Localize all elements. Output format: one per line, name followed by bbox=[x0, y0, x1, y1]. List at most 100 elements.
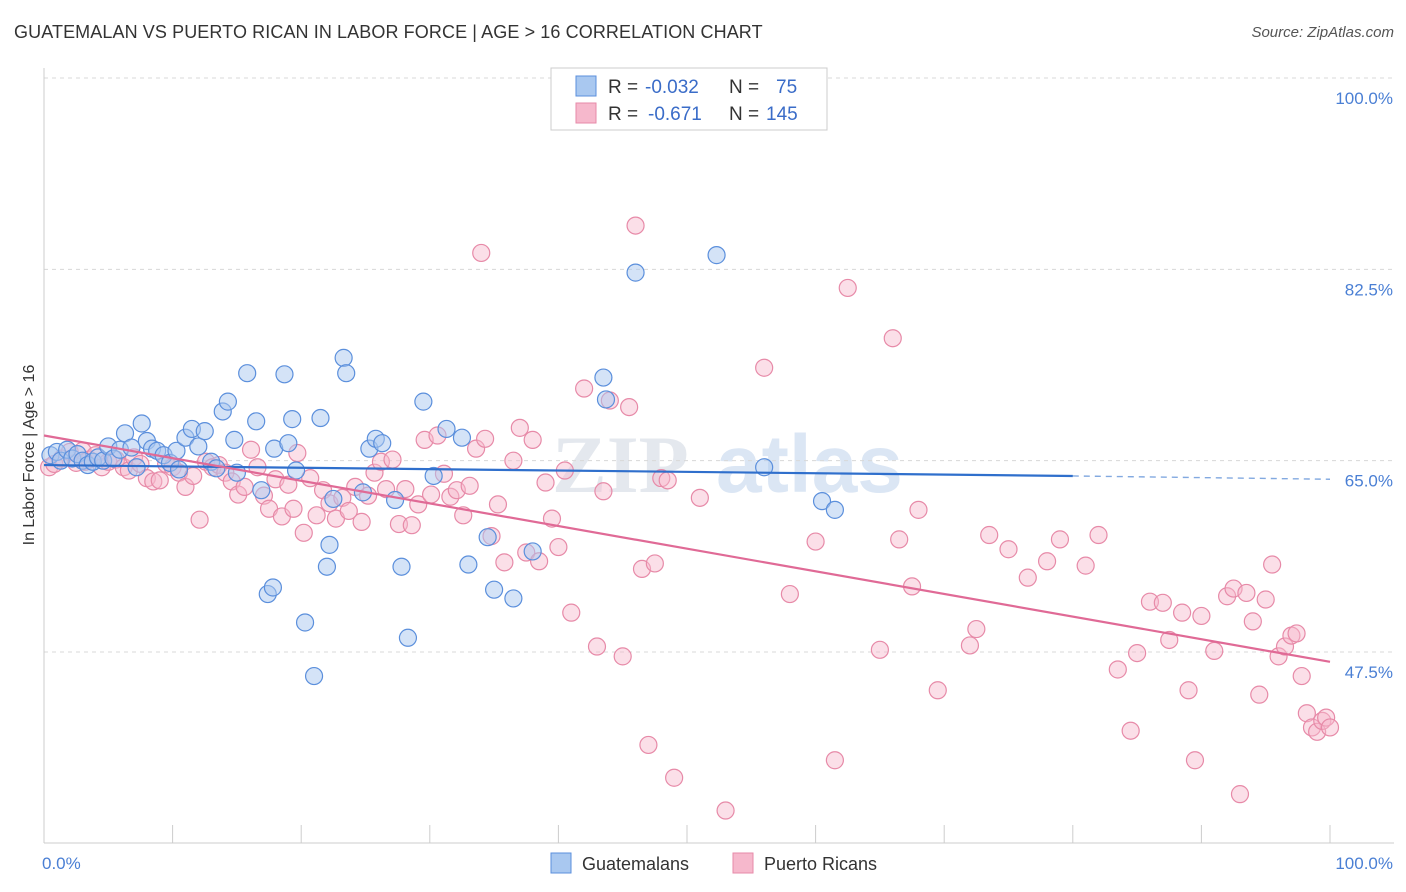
guatemalan-point bbox=[295, 613, 315, 632]
puerto-rican-point bbox=[475, 429, 495, 448]
guatemalan-point bbox=[218, 392, 237, 411]
puerto-rican-point bbox=[890, 530, 909, 549]
guatemalan-point bbox=[324, 489, 343, 509]
puerto-rican-point bbox=[587, 637, 607, 656]
puerto-rican-point bbox=[806, 532, 825, 551]
puerto-rican-point bbox=[383, 450, 402, 469]
guatemalan-point bbox=[207, 459, 226, 478]
puerto-rican-point bbox=[626, 216, 645, 235]
guatemalan-point bbox=[825, 500, 844, 519]
correlation-legend: R = -0.032 N = 75 R = -0.671 N = 145 bbox=[550, 67, 828, 131]
puerto-rican-point bbox=[1205, 641, 1224, 661]
y-tick-label: 47.5% bbox=[1345, 663, 1393, 682]
puerto-rican-point bbox=[279, 475, 298, 494]
guatemalan-point bbox=[485, 580, 504, 599]
watermark-atlas: atlas bbox=[716, 419, 903, 510]
puerto-rican-point bbox=[755, 358, 774, 377]
puerto-rican-point bbox=[510, 418, 529, 437]
legend-n-label: N = bbox=[729, 77, 759, 98]
guatemalan-point bbox=[304, 666, 324, 686]
legend-r-value: -0.671 bbox=[648, 104, 702, 125]
guatemalan-point bbox=[225, 430, 244, 449]
guatemalan-point bbox=[596, 390, 616, 409]
puerto-rican-point bbox=[870, 640, 890, 659]
puerto-rican-point bbox=[780, 584, 799, 604]
x-tick-label: 0.0% bbox=[42, 854, 81, 873]
series-legend-swatch-guatemalans bbox=[550, 852, 572, 874]
guatemalans-trend-extension bbox=[1072, 475, 1331, 480]
puerto-rican-point bbox=[1018, 568, 1037, 587]
puerto-rican-point bbox=[928, 681, 947, 700]
puerto-rican-point bbox=[284, 499, 303, 518]
puerto-rican-point bbox=[613, 647, 632, 666]
puerto-rican-point bbox=[825, 751, 844, 770]
puerto-rican-point bbox=[645, 554, 664, 573]
guatemalan-point bbox=[263, 578, 283, 597]
puerto-rican-point bbox=[144, 472, 163, 491]
guatemalans-points bbox=[41, 246, 844, 686]
guatemalan-point bbox=[424, 466, 443, 486]
puerto-rican-point bbox=[1037, 552, 1057, 571]
puerto-rican-point bbox=[1108, 660, 1127, 679]
puerto-rican-point bbox=[542, 509, 562, 528]
puerto-rican-point bbox=[1076, 556, 1095, 575]
guatemalan-point bbox=[195, 422, 214, 441]
puerto-rican-point bbox=[1297, 704, 1316, 723]
legend-n-label: N = bbox=[729, 104, 759, 125]
guatemalan-point bbox=[452, 428, 472, 447]
guatemalan-point bbox=[594, 368, 613, 387]
puerto-rican-point bbox=[421, 485, 441, 504]
puerto-rican-point bbox=[441, 487, 460, 506]
series-legend: Guatemalans Puerto Ricans bbox=[550, 852, 877, 874]
guatemalan-point bbox=[252, 481, 271, 500]
puerto-rican-point bbox=[909, 500, 928, 519]
guatemalan-point bbox=[459, 555, 478, 574]
puerto-rican-point bbox=[665, 768, 684, 787]
guatemalan-point bbox=[127, 458, 146, 477]
legend-n-value: 145 bbox=[766, 104, 798, 125]
puerto-rican-point bbox=[389, 514, 409, 534]
puerto-rican-point bbox=[1173, 603, 1192, 622]
legend-swatch-puerto-ricans bbox=[575, 102, 597, 124]
puerto-rican-point bbox=[1179, 681, 1198, 700]
puerto-rican-point bbox=[307, 506, 326, 525]
puerto-rican-point bbox=[1287, 624, 1306, 643]
guatemalan-point bbox=[275, 365, 294, 384]
puerto-rican-point bbox=[1140, 592, 1160, 611]
guatemalan-point bbox=[504, 589, 523, 608]
guatemalan-point bbox=[169, 460, 189, 479]
puerto-rican-point bbox=[1127, 643, 1147, 663]
puerto-rican-point bbox=[294, 523, 313, 542]
trend-lines bbox=[43, 434, 1331, 663]
guatemalan-point bbox=[122, 438, 141, 457]
guatemalan-point bbox=[247, 412, 266, 431]
puerto-rican-point bbox=[523, 430, 542, 449]
series-legend-label: Guatemalans bbox=[582, 854, 689, 874]
legend-r-label: R = bbox=[608, 77, 638, 98]
puerto-rican-point bbox=[339, 501, 358, 521]
puerto-rican-point bbox=[472, 243, 491, 263]
puerto-rican-point bbox=[495, 553, 514, 572]
watermark-zip: ZIP bbox=[552, 419, 689, 510]
guatemalan-point bbox=[812, 492, 832, 511]
puerto-rican-point bbox=[1250, 685, 1269, 704]
puerto-rican-point bbox=[536, 473, 555, 492]
puerto-rican-point bbox=[488, 495, 508, 514]
puerto-rican-point bbox=[1160, 630, 1179, 650]
guatemalan-point bbox=[238, 364, 257, 383]
legend-r-label: R = bbox=[608, 104, 638, 125]
guatemalan-point bbox=[317, 557, 337, 576]
chart-title: GUATEMALAN VS PUERTO RICAN IN LABOR FORC… bbox=[14, 22, 763, 42]
puerto-rican-point bbox=[960, 636, 980, 655]
x-tick-label: 100.0% bbox=[1335, 854, 1393, 873]
puerto-rican-point bbox=[1263, 555, 1282, 574]
y-axis-label: In Labor Force | Age > 16 bbox=[21, 365, 38, 546]
puerto-ricans-trend-line bbox=[43, 434, 1331, 663]
source-credit: Source: ZipAtlas.com bbox=[1251, 24, 1394, 41]
guatemalans-trend-line bbox=[43, 463, 1073, 478]
puerto-rican-point bbox=[190, 510, 209, 529]
puerto-rican-point bbox=[352, 512, 371, 531]
puerto-rican-point bbox=[1237, 583, 1256, 603]
legend-r-value: -0.032 bbox=[645, 77, 699, 98]
